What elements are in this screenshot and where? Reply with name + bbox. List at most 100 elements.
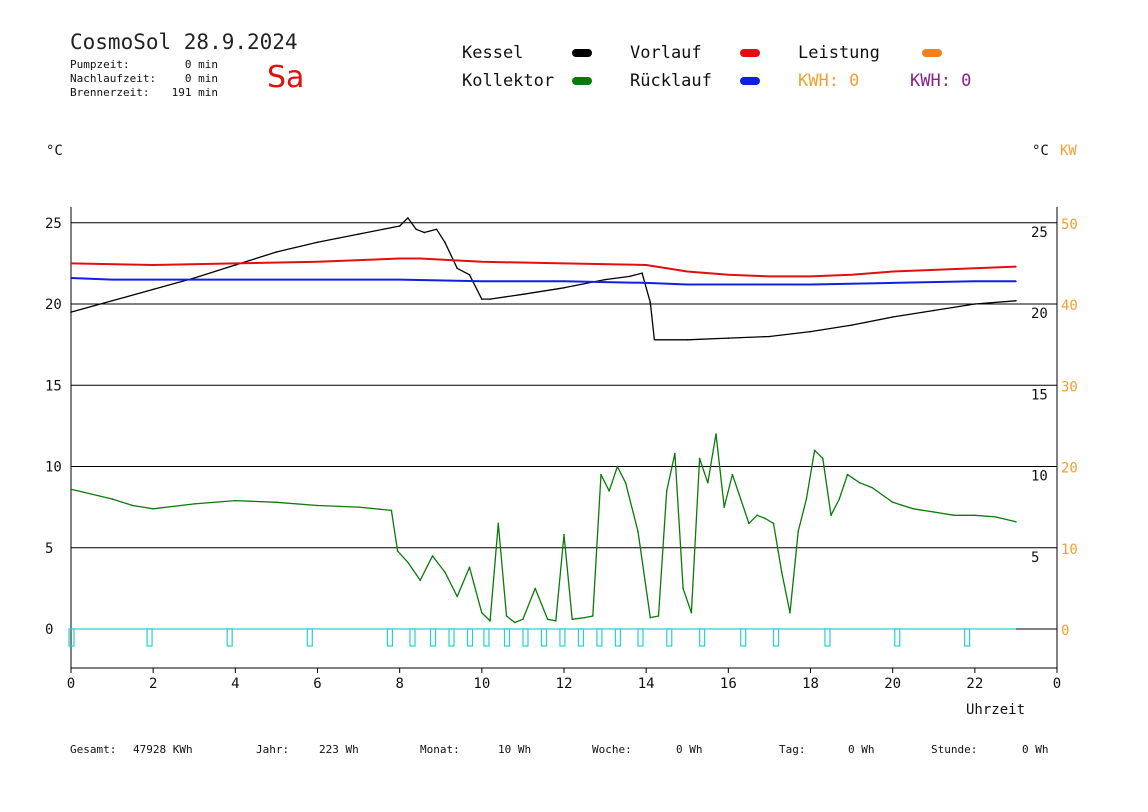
y-tick-kw-0: 0 <box>1061 623 1069 639</box>
legend-kollektor-swatch <box>572 77 592 85</box>
series-vorlauf-point-1 <box>152 264 154 266</box>
series-kessel-point-1 <box>111 299 113 302</box>
y-tick-right-25: 25 <box>1031 225 1048 241</box>
series-kollektor-point-44 <box>723 506 726 508</box>
x-tick-11: 22 <box>966 676 983 692</box>
series-kollektor-point-14 <box>444 571 446 573</box>
series-kessel-point-5 <box>275 251 278 253</box>
series-kessel-point-22 <box>641 272 643 274</box>
series-vorlauf-point-0 <box>70 262 72 265</box>
legend-vorlauf-swatch <box>740 49 760 57</box>
series-vorlauf-point-17 <box>1015 265 1017 268</box>
x-tick-9: 18 <box>802 676 819 692</box>
series-kessel-point-25 <box>686 338 689 341</box>
legend-kwh-orange: KWH: 0 <box>798 71 860 91</box>
series-kollektor-point-26 <box>563 533 565 536</box>
series-kessel-point-32 <box>974 303 976 305</box>
series-ruecklauf-point-2 <box>152 278 154 281</box>
series-kollektor-point-68 <box>1015 520 1017 523</box>
y-tick-kw-40: 40 <box>1061 298 1078 314</box>
y-tick-right-5: 5 <box>1031 550 1039 566</box>
series-kollektor-point-27 <box>571 618 574 621</box>
stat-pumpzeit-value: 0 min <box>184 58 218 71</box>
footer-stunde-label: Stunde: <box>931 743 978 756</box>
x-axis-label: Uhrzeit <box>966 702 1026 718</box>
x-tick-2: 4 <box>231 676 239 692</box>
series-cyan-pulse-11 <box>522 628 529 647</box>
series-cyan-pulse-7 <box>448 628 455 647</box>
series-ruecklauf-point-7 <box>563 280 565 283</box>
series-kessel-point-31 <box>932 309 935 312</box>
series-kollektor-point-36 <box>657 615 660 617</box>
series-kessel-line <box>70 217 1016 341</box>
series-ruecklauf-point-11 <box>809 283 812 286</box>
footer-gesamt-value: 47928 KWh <box>133 743 193 756</box>
series-cyan-pulse-20 <box>740 628 747 647</box>
series-kollektor-point-42 <box>706 481 709 484</box>
series-kessel-point-6 <box>316 241 319 244</box>
series-cyan-pulse-18 <box>666 628 673 647</box>
y-tick-right-20: 20 <box>1031 306 1048 322</box>
series-cyan-pulse-6 <box>429 628 437 647</box>
series-cyan-pulse-5 <box>409 628 416 647</box>
series-kessel-point-27 <box>768 335 771 338</box>
series-kollektor-point-7 <box>316 504 319 507</box>
legend-vorlauf-label: Vorlauf <box>630 43 702 63</box>
series-kollektor-point-41 <box>698 457 701 460</box>
series-kollektor-line <box>70 433 1017 624</box>
series-vorlauf-point-14 <box>891 270 894 273</box>
series-kessel-point-16 <box>481 298 483 300</box>
series-cyan-pulse-3 <box>306 628 313 647</box>
series-cyan-pulse-10 <box>503 628 511 647</box>
y-tick-right-15: 15 <box>1031 387 1048 403</box>
series-kessel-point-20 <box>604 278 606 281</box>
series-kessel-point-24 <box>653 338 656 341</box>
series-kollektor-point-40 <box>690 611 693 614</box>
series-cyan-pulse-13 <box>559 628 566 647</box>
x-tick-10: 20 <box>884 676 901 692</box>
series-ruecklauf-line <box>70 277 1016 286</box>
stat-nachlaufzeit-value: 0 min <box>184 72 218 85</box>
series-vorlauf-point-12 <box>809 275 812 278</box>
series-kollektor-point-43 <box>715 433 717 435</box>
weekday-label: Sa <box>267 60 305 95</box>
series-cyan-pulse-8 <box>466 628 474 647</box>
footer-stunde-value: 0 Wh <box>1022 743 1049 756</box>
series-cyan-pulse-4 <box>386 628 393 647</box>
series-ruecklauf-point-9 <box>686 283 689 286</box>
series-kollektor-point-13 <box>431 555 434 557</box>
x-tick-6: 12 <box>556 676 573 692</box>
series-vorlauf-point-11 <box>768 275 771 278</box>
series-ruecklauf-point-12 <box>891 282 894 284</box>
series-kollektor-point-66 <box>974 514 976 517</box>
series-kessel-point-15 <box>468 273 471 276</box>
series-vorlauf-point-10 <box>727 273 730 276</box>
left-axis-unit: °C <box>46 143 63 159</box>
series-kollektor-point-18 <box>489 620 491 622</box>
series-kollektor-point-9 <box>390 509 393 512</box>
footer-gesamt-label: Gesamt: <box>70 743 117 756</box>
series-vorlauf-point-2 <box>234 262 237 265</box>
stat-brennerzeit-label: Brennerzeit: <box>70 86 150 99</box>
series-kessel-point-7 <box>357 233 360 235</box>
series-vorlauf-point-13 <box>850 273 853 276</box>
series-kollektor-point-15 <box>456 595 458 598</box>
series-kollektor-point-19 <box>497 522 500 525</box>
series-kollektor-point-5 <box>234 499 237 502</box>
series-kollektor-point-58 <box>838 498 841 500</box>
series-vorlauf-point-4 <box>398 257 401 260</box>
footer-woche-label: Woche: <box>592 743 632 756</box>
series-kessel-point-4 <box>234 264 237 266</box>
series-ruecklauf-point-4 <box>316 278 319 281</box>
series-cyan-pulse-23 <box>894 628 901 647</box>
series-kollektor-point-51 <box>780 571 783 573</box>
series-kollektor-point-10 <box>396 550 399 552</box>
series-cyan-pulse-12 <box>540 628 548 647</box>
series-kollektor-point-57 <box>830 514 832 517</box>
series-kollektor-point-64 <box>932 511 935 513</box>
series-vorlauf-point-16 <box>974 267 976 270</box>
legend-kwh-purple: KWH: 0 <box>910 71 972 91</box>
footer-tag-value: 0 Wh <box>848 743 875 756</box>
series-kessel-point-17 <box>489 298 491 300</box>
